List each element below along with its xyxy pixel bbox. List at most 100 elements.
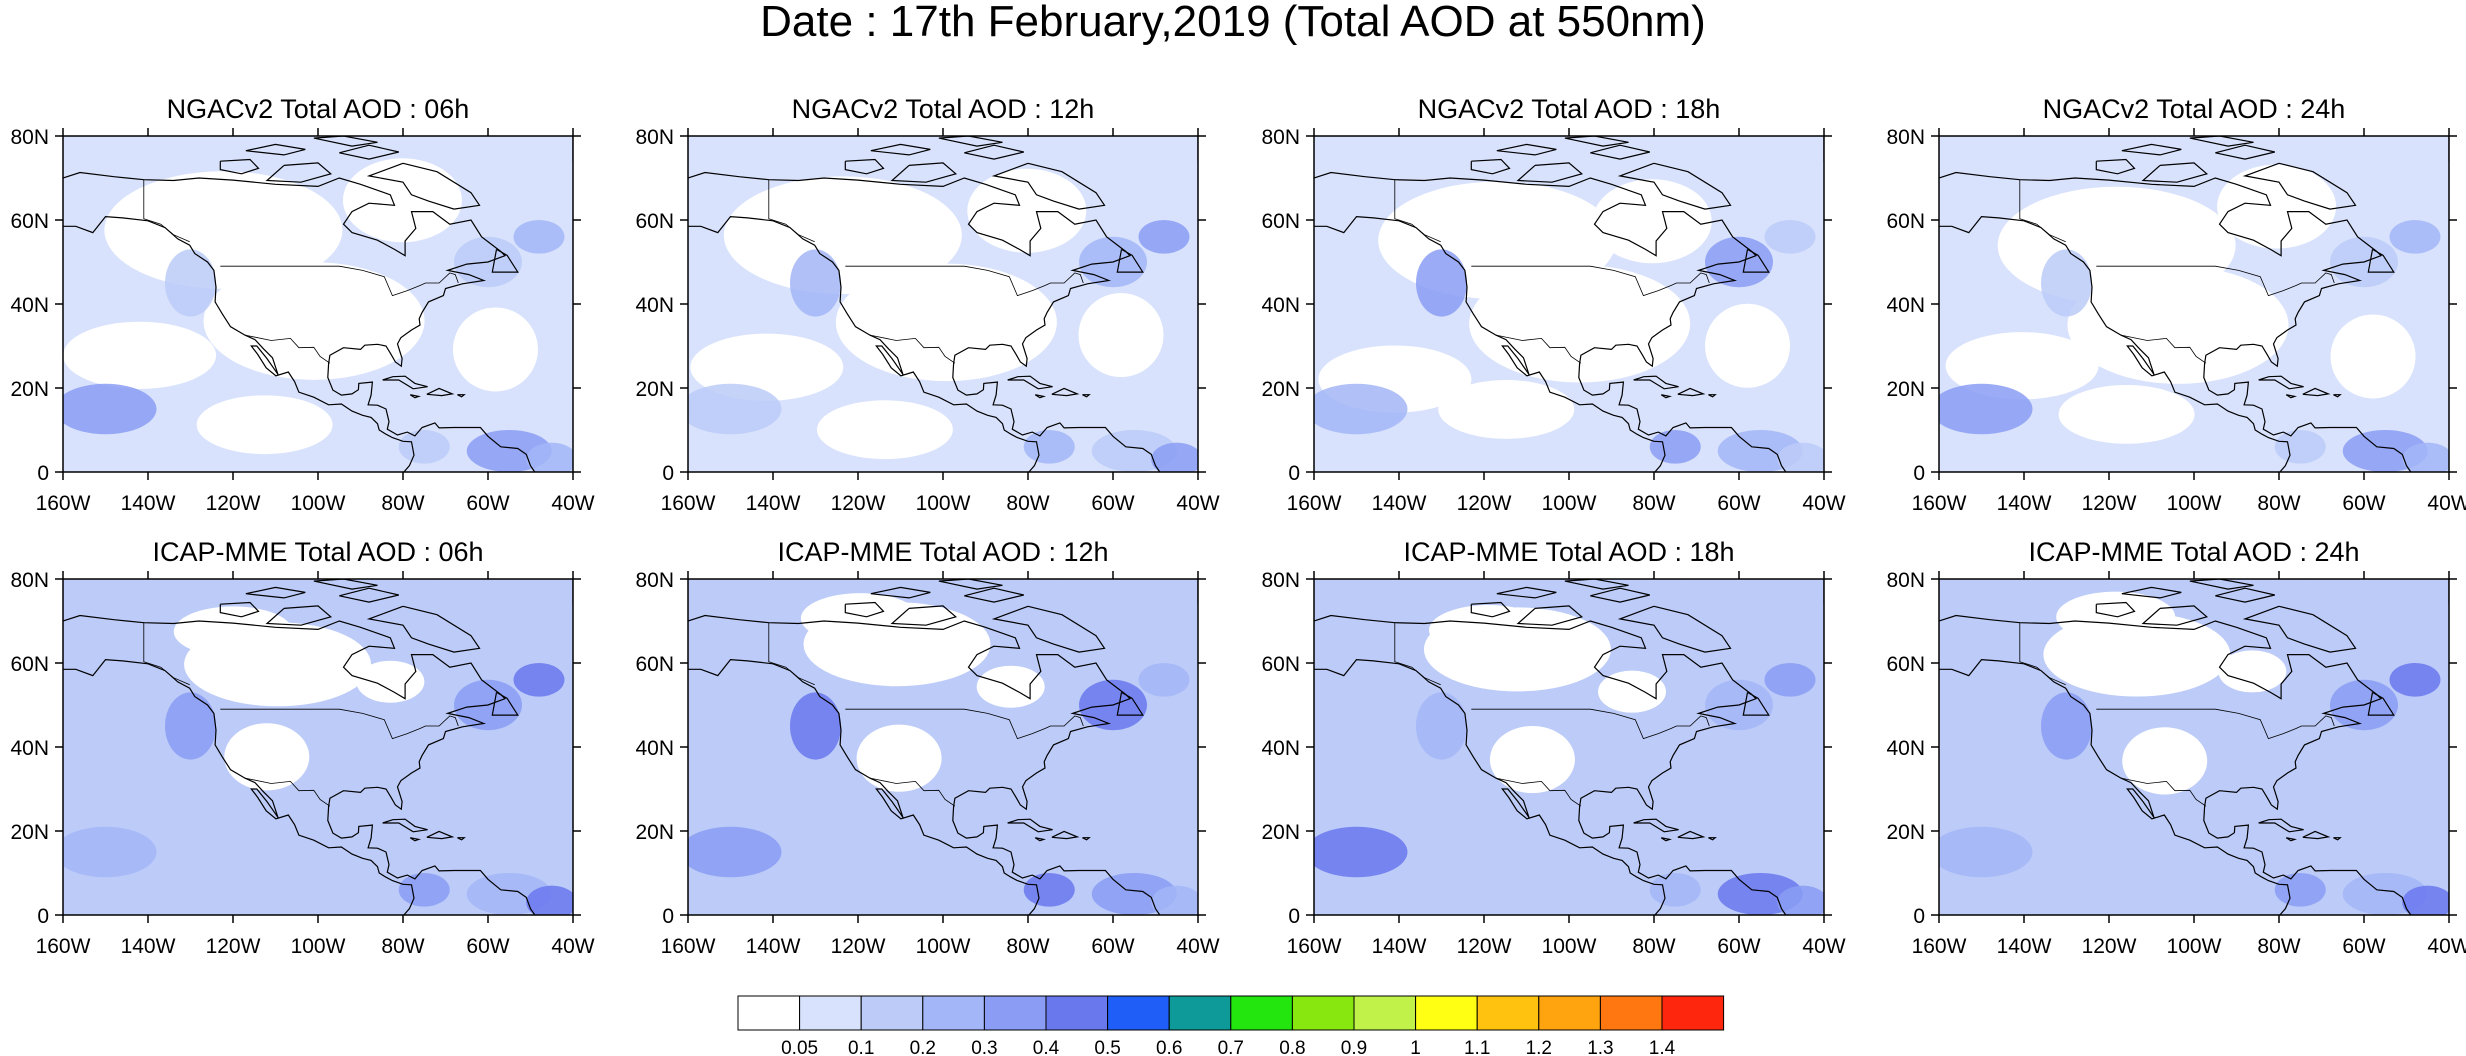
island-outline xyxy=(1034,394,1046,399)
island-outline xyxy=(1677,830,1706,840)
aod-field xyxy=(688,579,1198,915)
lat-tick-label: 0 xyxy=(1913,462,1925,485)
aod-field xyxy=(63,136,573,472)
island-outline xyxy=(491,248,519,273)
panel-title: NGACv2 Total AOD : 18h xyxy=(1418,94,1721,124)
low-aod-region xyxy=(1705,303,1791,388)
atlantic-coastline xyxy=(63,614,536,915)
lat-tick-label: 40N xyxy=(10,737,49,760)
lat-tick-label: 60N xyxy=(1261,653,1300,676)
lat-tick-label: 0 xyxy=(1288,905,1300,928)
coastlines xyxy=(1314,136,1824,472)
island-outline xyxy=(2095,601,2136,618)
atlantic-coastline xyxy=(1314,171,1787,472)
low-aod-region xyxy=(967,168,1087,253)
high-aod-patch xyxy=(2389,663,2441,697)
country-border xyxy=(845,708,1084,740)
lon-tick-label: 140W xyxy=(1372,492,1427,515)
high-aod-patch xyxy=(398,873,450,907)
island-outline xyxy=(2285,394,2297,399)
high-aod-patch xyxy=(2274,430,2326,464)
lon-tick-label: 100W xyxy=(1542,492,1597,515)
high-aod-patch xyxy=(1649,873,1701,907)
low-aod-region xyxy=(2058,384,2195,444)
lon-tick-label: 140W xyxy=(746,492,801,515)
high-aod-patch xyxy=(688,826,782,878)
high-aod-patch xyxy=(165,692,216,760)
high-aod-patch xyxy=(688,383,782,435)
lon-tick-label: 100W xyxy=(2167,492,2222,515)
country-border xyxy=(2019,179,2066,243)
island-outline xyxy=(870,586,931,599)
island-outline xyxy=(964,587,1024,603)
island-outline xyxy=(1082,394,1091,398)
lon-tick-label: 160W xyxy=(36,935,91,958)
lon-tick-label: 120W xyxy=(1457,492,1512,515)
island-outline xyxy=(457,837,466,841)
aod-field xyxy=(1314,579,1824,915)
low-aod-region xyxy=(1592,179,1712,264)
low-aod-region xyxy=(1489,725,1575,794)
country-border xyxy=(143,622,190,686)
pacific-coastline xyxy=(1939,658,2291,915)
lon-tick-label: 80W xyxy=(1632,935,1675,958)
high-aod-patch xyxy=(1138,663,1190,697)
island-outline xyxy=(890,162,958,183)
colorbar-swatch xyxy=(737,995,801,1031)
coastlines xyxy=(63,136,573,472)
lon-tick-label: 80W xyxy=(2257,492,2300,515)
lat-tick-label: 20N xyxy=(1886,821,1925,844)
lat-tick-label: 80N xyxy=(10,126,49,149)
island-outline xyxy=(2242,605,2357,653)
country-border xyxy=(2019,622,2066,686)
colorbar-label: 1.3 xyxy=(1587,1038,1613,1056)
lon-tick-label: 40W xyxy=(1176,492,1219,515)
country-border xyxy=(845,265,1084,297)
country-border xyxy=(143,179,190,243)
high-aod-patch xyxy=(1777,885,1824,915)
high-aod-patch xyxy=(1023,873,1075,907)
lat-tick-label: 0 xyxy=(1913,905,1925,928)
lat-tick-label: 60N xyxy=(1886,210,1925,233)
colorbar-swatch xyxy=(1661,995,1725,1031)
country-border xyxy=(768,179,815,243)
panel-title: NGACv2 Total AOD : 06h xyxy=(167,94,470,124)
lon-tick-label: 60W xyxy=(1717,492,1760,515)
island-outline xyxy=(2367,248,2395,273)
island-outline xyxy=(1617,605,1732,653)
island-outline xyxy=(491,691,519,716)
panel-title: ICAP-MME Total AOD : 12h xyxy=(777,537,1108,567)
high-aod-patch xyxy=(1764,663,1816,697)
high-aod-patch xyxy=(513,220,565,254)
high-aod-patch xyxy=(1416,692,1467,760)
country-border xyxy=(1495,334,1582,364)
island-outline xyxy=(1677,387,1706,397)
colorbar-swatch xyxy=(1599,995,1663,1031)
country-border xyxy=(1471,708,1710,740)
island-outline xyxy=(2302,830,2331,840)
island-outline xyxy=(2141,605,2209,626)
island-outline xyxy=(1516,162,1584,183)
high-aod-patch xyxy=(790,692,841,760)
island-outline xyxy=(1633,375,1679,390)
low-aod-region xyxy=(1078,293,1164,378)
figure-title: Date : 17th February,2019 (Total AOD at … xyxy=(760,0,1706,46)
island-outline xyxy=(1590,587,1650,603)
island-outline xyxy=(2285,837,2297,842)
low-aod-region xyxy=(203,262,425,380)
pacific-coastline xyxy=(688,658,1040,915)
high-aod-patch xyxy=(790,249,841,317)
island-outline xyxy=(245,143,306,156)
island-outline xyxy=(382,375,428,390)
high-aod-patch xyxy=(2041,692,2092,760)
lon-tick-label: 40W xyxy=(551,492,594,515)
island-outline xyxy=(1590,144,1650,160)
lat-tick-label: 80N xyxy=(635,126,674,149)
lon-tick-label: 80W xyxy=(2257,935,2300,958)
lon-tick-label: 100W xyxy=(916,935,971,958)
lat-tick-label: 0 xyxy=(37,905,49,928)
low-aod-region xyxy=(2067,266,2289,384)
lat-tick-label: 20N xyxy=(635,821,674,844)
island-outline xyxy=(890,605,958,626)
country-border xyxy=(244,777,331,807)
